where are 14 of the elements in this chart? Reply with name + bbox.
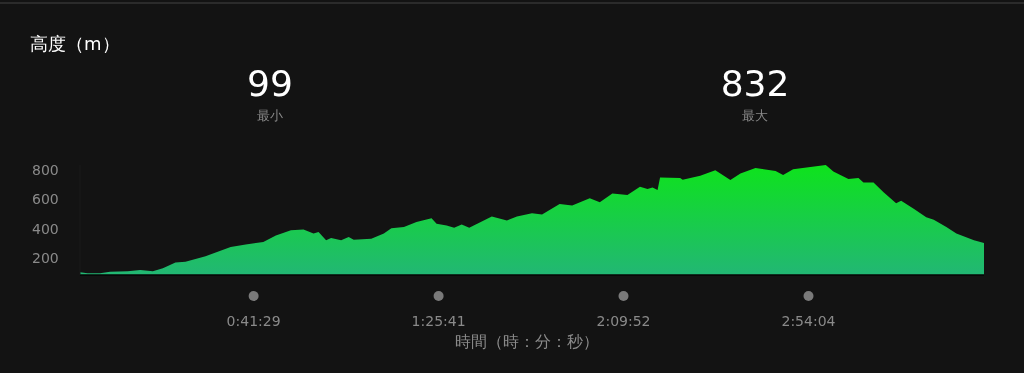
x-tick-label: 0:41:29 bbox=[226, 313, 281, 329]
chart-title: 高度（m） bbox=[30, 33, 120, 54]
text: 最大 bbox=[742, 108, 768, 123]
x-tick-label: 2:09:52 bbox=[596, 313, 651, 329]
text: 99 bbox=[247, 63, 293, 104]
y-tick-label: 400 bbox=[32, 220, 59, 237]
x-tick-label: 2:54:04 bbox=[781, 313, 836, 329]
x-axis-title: 時間（時：分：秒） bbox=[455, 332, 599, 351]
x-tick-label: 1:25:41 bbox=[411, 313, 466, 329]
y-tick-label: 200 bbox=[32, 250, 59, 267]
y-tick-label: 600 bbox=[32, 191, 59, 208]
text: 最小 bbox=[257, 108, 283, 123]
text: 832 bbox=[720, 63, 790, 104]
y-tick-label: 800 bbox=[32, 161, 59, 178]
